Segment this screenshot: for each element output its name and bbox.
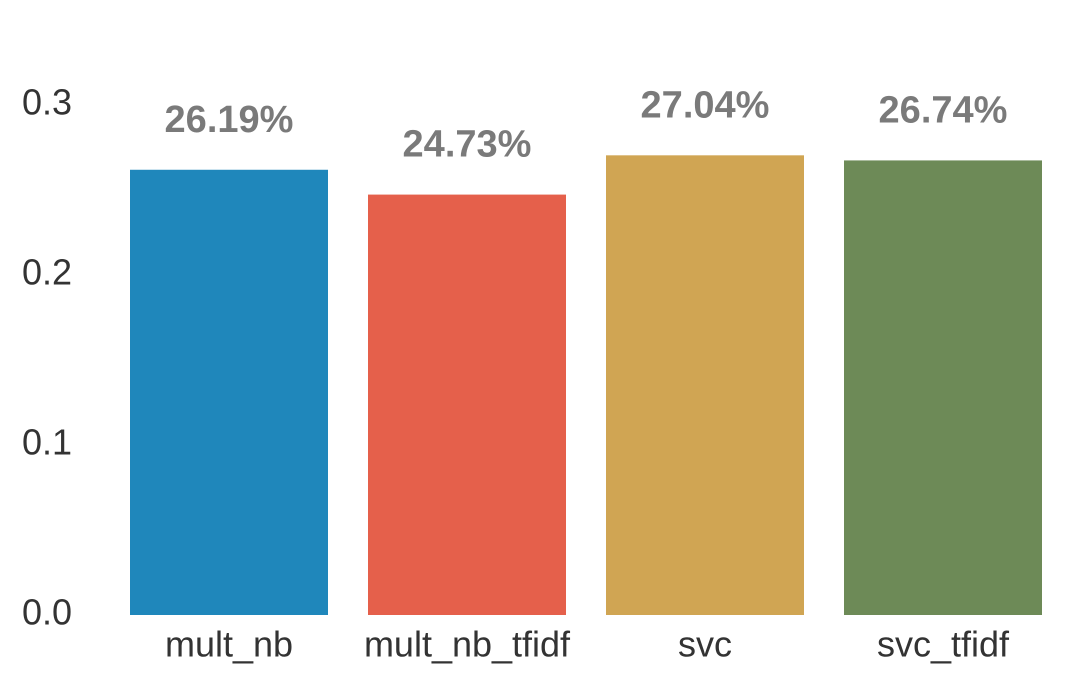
- bar-mult-nb: [130, 169, 328, 615]
- data-label: 26.19%: [165, 99, 294, 141]
- data-labels-group: 26.19% 24.73% 27.04% 26.74%: [165, 84, 1008, 165]
- y-tick-label: 0.1: [22, 422, 72, 463]
- y-tick-label: 0.3: [22, 82, 72, 123]
- bar-svc: [606, 155, 804, 615]
- bar-mult-nb-tfidf: [368, 194, 566, 615]
- bar-svc-tfidf: [844, 160, 1042, 616]
- y-axis-ticks: 0.0 0.1 0.2 0.3: [22, 82, 72, 633]
- y-tick-label: 0.0: [22, 592, 72, 633]
- x-tick-label: svc_tfidf: [877, 624, 1010, 665]
- y-tick-label: 0.2: [22, 252, 72, 293]
- x-tick-label: mult_nb: [165, 624, 293, 665]
- x-tick-label: svc: [678, 624, 732, 665]
- x-axis-ticks: mult_nb mult_nb_tfidf svc svc_tfidf: [165, 624, 1010, 665]
- data-label: 24.73%: [403, 124, 532, 166]
- data-label: 26.74%: [879, 89, 1008, 131]
- bars-group: [130, 155, 1042, 616]
- data-label: 27.04%: [641, 84, 770, 126]
- x-tick-label: mult_nb_tfidf: [364, 624, 571, 665]
